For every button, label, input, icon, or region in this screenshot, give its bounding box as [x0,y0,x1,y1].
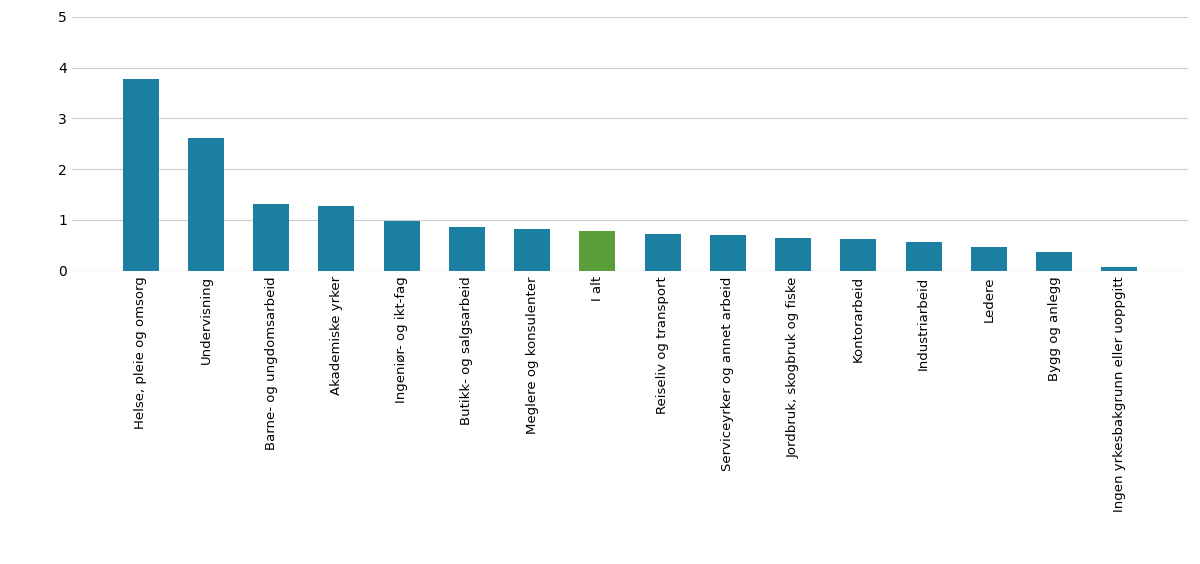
Bar [384,221,420,271]
Bar [188,138,224,271]
Bar [710,235,746,271]
Bar [840,239,876,271]
Bar [644,234,680,271]
Bar [318,206,354,271]
Bar [1102,267,1138,271]
Bar [449,227,485,271]
Bar [514,229,550,271]
Bar [1036,253,1072,271]
Bar [580,231,616,271]
Bar [253,204,289,271]
Bar [971,247,1007,271]
Bar [122,79,158,271]
Bar [775,238,811,271]
Bar [906,242,942,271]
